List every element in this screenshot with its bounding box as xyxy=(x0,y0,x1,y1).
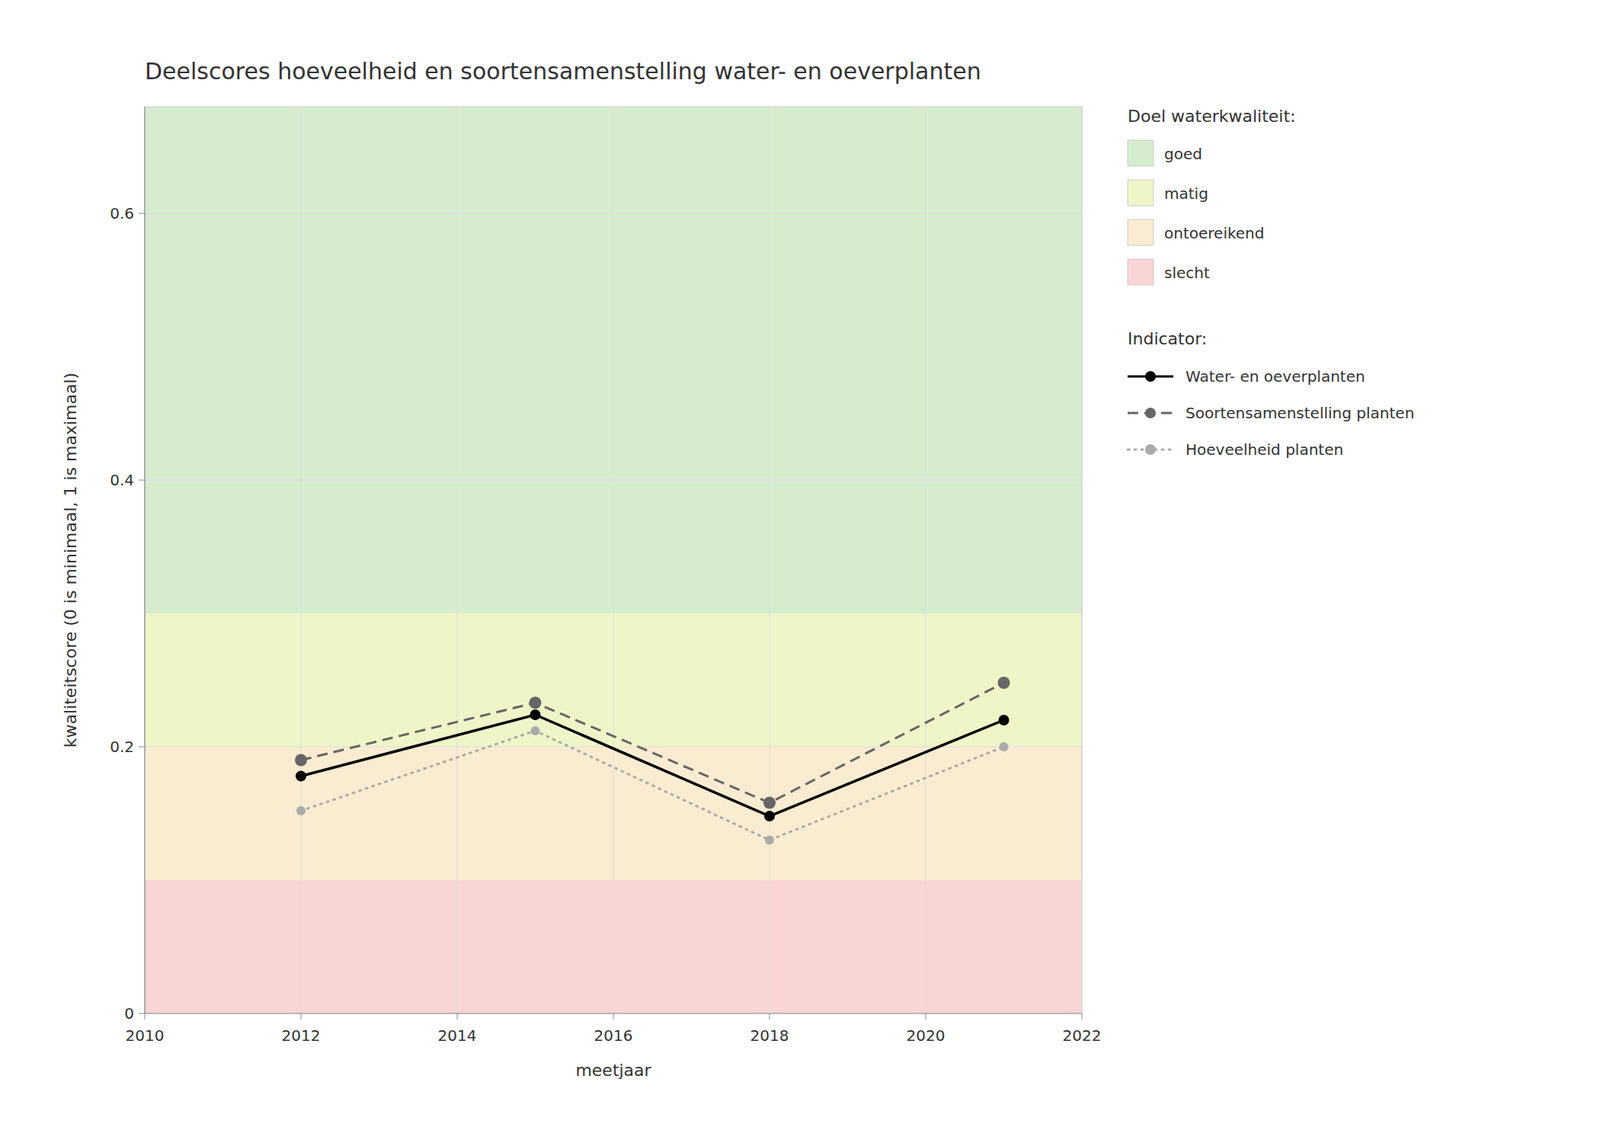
x-tick xyxy=(457,1013,458,1020)
series-line xyxy=(300,682,1005,804)
frame-top xyxy=(144,106,1082,108)
y-tick xyxy=(138,480,145,481)
legend-marker xyxy=(1145,371,1156,382)
grid-line-x xyxy=(300,106,302,1014)
series-point xyxy=(529,696,542,709)
grid-line-x xyxy=(613,106,615,1014)
x-tick-label: 2012 xyxy=(281,1026,321,1045)
y-tick-label: 0.4 xyxy=(109,470,135,490)
y-axis-line xyxy=(144,106,145,1014)
legend-swatch xyxy=(1127,140,1154,167)
legend-swatch xyxy=(1127,219,1154,246)
title: Deelscores hoeveelheid en soortensamenst… xyxy=(144,57,982,85)
legend-label: goed xyxy=(1164,144,1203,164)
chart: 2010 2012 2014 2016 2018 2020 2022 0 0.2 0.4 0.6 me… xyxy=(0,0,1600,1143)
y-axis-label: kwaliteitscore (0 is minimaal, 1 is maxi… xyxy=(60,372,80,748)
data xyxy=(294,676,1011,845)
grid-line-x xyxy=(457,106,458,1014)
series-point xyxy=(531,726,541,736)
series-point xyxy=(296,806,306,816)
legend-label: matig xyxy=(1164,184,1209,203)
grid-line-y xyxy=(144,213,1082,215)
series-point xyxy=(998,714,1010,726)
legend-label: ontoereikend xyxy=(1164,224,1264,243)
x-tick xyxy=(769,1013,771,1020)
x-tick-label: 2022 xyxy=(1062,1026,1102,1045)
page: {"chart_data": { "type": "line", "title"… xyxy=(0,0,1600,1143)
legend-label: Water- en oeverplanten xyxy=(1185,367,1366,386)
series-point xyxy=(764,810,775,822)
series-point xyxy=(764,835,775,845)
x-tick-label: 2010 xyxy=(125,1026,165,1045)
x-tick xyxy=(300,1013,302,1020)
series-point xyxy=(998,676,1011,689)
series-point xyxy=(530,709,541,720)
x-tick-label: 2014 xyxy=(438,1026,477,1045)
legend-marker xyxy=(1145,444,1156,455)
legend-title: Doel waterkwaliteit: xyxy=(1127,106,1296,126)
series-point xyxy=(999,742,1009,752)
y-tick xyxy=(138,213,145,215)
x-axis-label: meetjaar xyxy=(575,1060,652,1080)
series-point xyxy=(295,771,307,782)
series-point xyxy=(763,796,776,810)
y-tick-label: 0.6 xyxy=(109,204,135,223)
series-legend: Indicator: Water- en oeverplanten Soortens… xyxy=(1127,329,1415,459)
legend-label: Soortensamenstelling planten xyxy=(1185,403,1415,423)
grid xyxy=(144,106,1082,1014)
grid-line-x xyxy=(925,106,927,1014)
x-tick-label: 2016 xyxy=(594,1026,634,1045)
grid-line-x xyxy=(1081,106,1083,1014)
legend-marker xyxy=(1145,407,1156,419)
legend-label: Hoeveelheid planten xyxy=(1185,440,1344,459)
x-tick xyxy=(613,1013,615,1020)
series-line xyxy=(300,714,1005,816)
y-tick xyxy=(138,1013,145,1015)
bands xyxy=(144,106,1082,1014)
legend-swatch xyxy=(1127,179,1154,206)
legend-label: slecht xyxy=(1164,263,1210,282)
y-tick-label: 0.2 xyxy=(109,737,135,756)
x-tick xyxy=(144,1013,146,1020)
legend-title: Indicator: xyxy=(1127,329,1207,349)
x-tick xyxy=(1081,1013,1083,1020)
grid-line-x xyxy=(769,106,771,1014)
x-tick-label: 2020 xyxy=(906,1026,946,1045)
y-tick-label: 0 xyxy=(124,1004,135,1023)
x-tick-label: 2018 xyxy=(750,1026,790,1045)
axes: 2010 2012 2014 2016 2018 2020 2022 0 0.2 0.4 0.6 xyxy=(109,106,1101,1045)
grid-line-x xyxy=(144,106,146,1014)
frame-right xyxy=(1081,106,1083,1014)
series-point xyxy=(294,754,308,767)
grid-line-y xyxy=(144,480,1082,481)
legend-swatch xyxy=(1127,259,1154,285)
y-tick xyxy=(138,746,145,748)
x-tick xyxy=(925,1013,927,1020)
band-legend: Doel waterkwaliteit: goed matig ontoereiken… xyxy=(1127,106,1296,285)
